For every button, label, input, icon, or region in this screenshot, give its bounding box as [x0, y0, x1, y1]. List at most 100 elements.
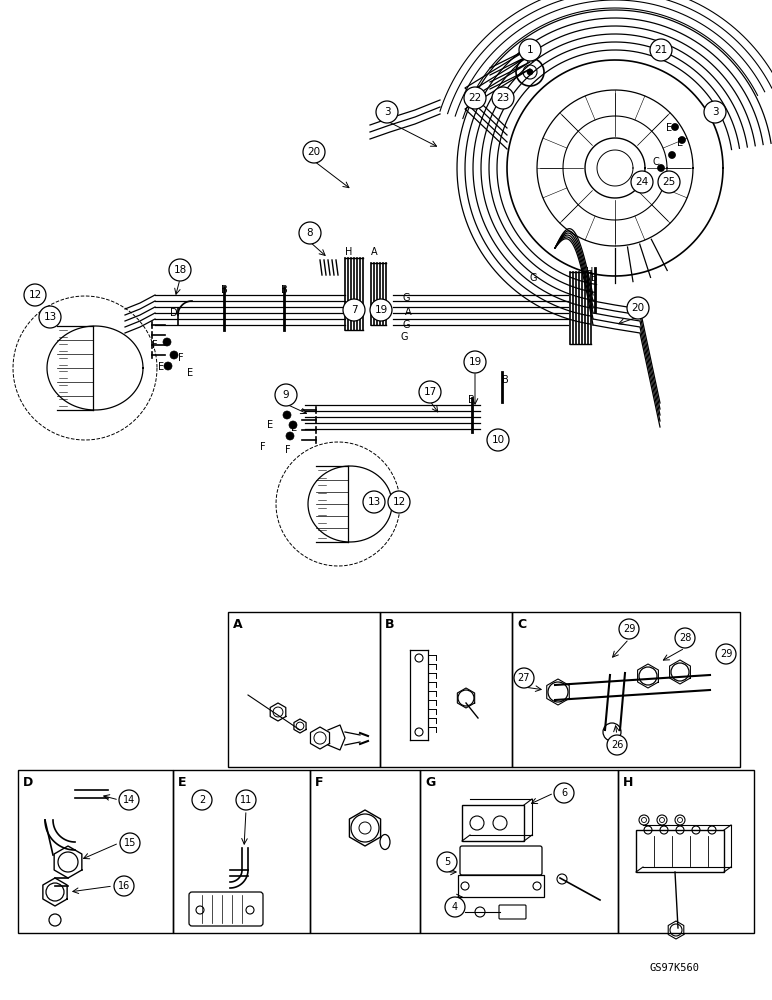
Text: 3: 3 [384, 107, 391, 117]
Bar [420, 770, 618, 933]
Text: A: A [405, 307, 411, 317]
Circle shape [120, 833, 140, 853]
Text: 22: 22 [469, 93, 482, 103]
Circle shape [658, 171, 680, 193]
Text: E: E [158, 362, 164, 372]
Text: 12: 12 [392, 497, 405, 507]
Circle shape [169, 259, 191, 281]
Circle shape [514, 668, 534, 688]
Circle shape [419, 381, 441, 403]
Text: 1: 1 [527, 45, 533, 55]
Text: B: B [221, 285, 228, 295]
Circle shape [672, 123, 679, 130]
Text: 13: 13 [43, 312, 56, 322]
Text: B: B [385, 617, 394, 631]
Circle shape [370, 299, 392, 321]
Text: 19: 19 [374, 305, 388, 315]
Circle shape [236, 790, 256, 810]
Circle shape [464, 87, 486, 109]
Circle shape [170, 351, 178, 359]
Circle shape [275, 384, 297, 406]
Text: 10: 10 [492, 435, 505, 445]
Circle shape [679, 136, 686, 143]
Text: 29: 29 [720, 649, 732, 659]
Text: 8: 8 [306, 228, 313, 238]
Text: 29: 29 [623, 624, 635, 634]
Circle shape [716, 644, 736, 664]
Text: 25: 25 [662, 177, 676, 187]
Circle shape [487, 429, 509, 451]
Text: D: D [281, 395, 289, 405]
Text: F: F [285, 445, 291, 455]
Text: 28: 28 [679, 633, 691, 643]
Text: E: E [291, 423, 297, 433]
Circle shape [363, 491, 385, 513]
Text: G: G [402, 293, 410, 303]
Text: C: C [642, 181, 648, 191]
Text: H: H [586, 267, 594, 277]
Text: 24: 24 [635, 177, 648, 187]
Text: G: G [400, 332, 408, 342]
Text: H: H [623, 776, 633, 788]
Circle shape [464, 351, 486, 373]
Circle shape [39, 306, 61, 328]
Circle shape [192, 790, 212, 810]
Circle shape [286, 432, 294, 440]
Circle shape [114, 876, 134, 896]
Text: 2: 2 [199, 795, 205, 805]
Text: A: A [233, 617, 242, 631]
Bar [512, 612, 740, 767]
Circle shape [675, 628, 695, 648]
Circle shape [658, 164, 665, 172]
Circle shape [607, 735, 627, 755]
Circle shape [492, 87, 514, 109]
Circle shape [289, 421, 297, 429]
Circle shape [388, 491, 410, 513]
Text: E: E [267, 420, 273, 430]
Text: 14: 14 [123, 795, 135, 805]
Circle shape [650, 39, 672, 61]
Circle shape [119, 790, 139, 810]
Text: D: D [23, 776, 33, 788]
Circle shape [164, 362, 172, 370]
Bar [618, 770, 754, 933]
Circle shape [163, 338, 171, 346]
Circle shape [627, 297, 649, 319]
Text: 18: 18 [174, 265, 187, 275]
Circle shape [343, 299, 365, 321]
Text: 7: 7 [350, 305, 357, 315]
Text: B: B [591, 273, 598, 283]
Text: A: A [371, 247, 378, 257]
Circle shape [437, 852, 457, 872]
Circle shape [704, 101, 726, 123]
Text: 6: 6 [561, 788, 567, 798]
Text: E: E [666, 123, 672, 133]
Text: 9: 9 [283, 390, 290, 400]
Text: F: F [152, 340, 157, 350]
Text: 21: 21 [655, 45, 668, 55]
Text: D: D [170, 308, 178, 318]
Text: F: F [260, 442, 266, 452]
Text: E: E [677, 138, 683, 148]
Bar [310, 770, 420, 933]
Text: 5: 5 [444, 857, 450, 867]
Text: G: G [425, 776, 435, 788]
Text: E: E [187, 368, 193, 378]
Text: C: C [517, 617, 527, 631]
Text: 13: 13 [367, 497, 381, 507]
Bar [380, 612, 512, 767]
Circle shape [527, 69, 533, 75]
Text: 11: 11 [240, 795, 252, 805]
Text: 23: 23 [496, 93, 510, 103]
Text: 17: 17 [423, 387, 437, 397]
Text: B: B [281, 285, 287, 295]
Circle shape [669, 151, 676, 158]
Circle shape [299, 222, 321, 244]
Circle shape [631, 171, 653, 193]
Text: GS97K560: GS97K560 [650, 963, 700, 973]
Text: 4: 4 [452, 902, 458, 912]
Text: 3: 3 [712, 107, 718, 117]
Text: F: F [178, 353, 184, 363]
Circle shape [376, 101, 398, 123]
Text: G: G [530, 273, 537, 283]
